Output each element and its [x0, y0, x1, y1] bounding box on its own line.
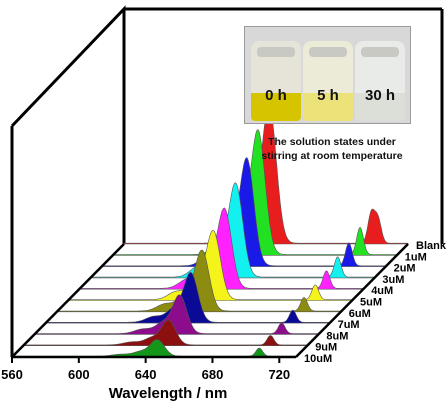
x-axis-label: Wavelength / nm [109, 385, 228, 402]
series-label-1uM: 1uM [405, 251, 427, 263]
jar-0h-label: 0 h [265, 87, 287, 104]
series-layer [11, 104, 409, 358]
jar-30h: 30 h [355, 41, 405, 121]
back-wall [10, 5, 444, 244]
series-label-4uM: 4uM [371, 285, 393, 297]
series-7uM [45, 272, 330, 324]
x-ticks: 560 600 640 680 720 [1, 357, 290, 382]
series-label-7uM: 7uM [338, 319, 360, 331]
jar-lid [361, 47, 399, 57]
x-tick-label: 640 [135, 367, 157, 382]
jar-lid [257, 47, 295, 57]
inset-caption: The solution states under stirring at ro… [244, 135, 420, 163]
inset-photo: 0 h 5 h 30 h [244, 26, 411, 124]
x-tick-label: 600 [68, 367, 90, 382]
series-10uM [11, 339, 297, 358]
jar-lid [309, 47, 347, 57]
series-label-Blank: Blank [416, 240, 447, 252]
series-label-5uM: 5uM [360, 297, 382, 309]
jar-30h-label: 30 h [364, 87, 395, 104]
series-5uM [67, 230, 353, 301]
series-8uM [34, 294, 319, 335]
series-9uM [22, 319, 308, 346]
x-tick-label: 680 [202, 367, 224, 382]
series-6uM [56, 249, 342, 313]
series-label-10uM: 10uM [304, 353, 332, 365]
caption-line-1: The solution states under [268, 136, 396, 148]
jar-5h: 5 h [303, 41, 353, 121]
x-tick-label: 560 [1, 367, 23, 382]
series-label-6uM: 6uM [349, 308, 371, 320]
caption-line-2: stirring at room temperature [261, 150, 403, 162]
series-label-3uM: 3uM [382, 274, 404, 286]
series-4uM [78, 207, 364, 290]
x-axis: 560 600 640 680 720 Wavelength / nm [1, 243, 409, 402]
jar-5h-label: 5 h [317, 87, 339, 104]
x-tick-label: 720 [268, 367, 290, 382]
jar-liquid [303, 93, 353, 121]
series-label-8uM: 8uM [326, 330, 348, 342]
series-label-9uM: 9uM [315, 342, 337, 354]
series-label-2uM: 2uM [394, 263, 416, 275]
jar-0h: 0 h [251, 41, 301, 121]
jar-liquid [251, 93, 301, 121]
jar-liquid [355, 93, 405, 121]
